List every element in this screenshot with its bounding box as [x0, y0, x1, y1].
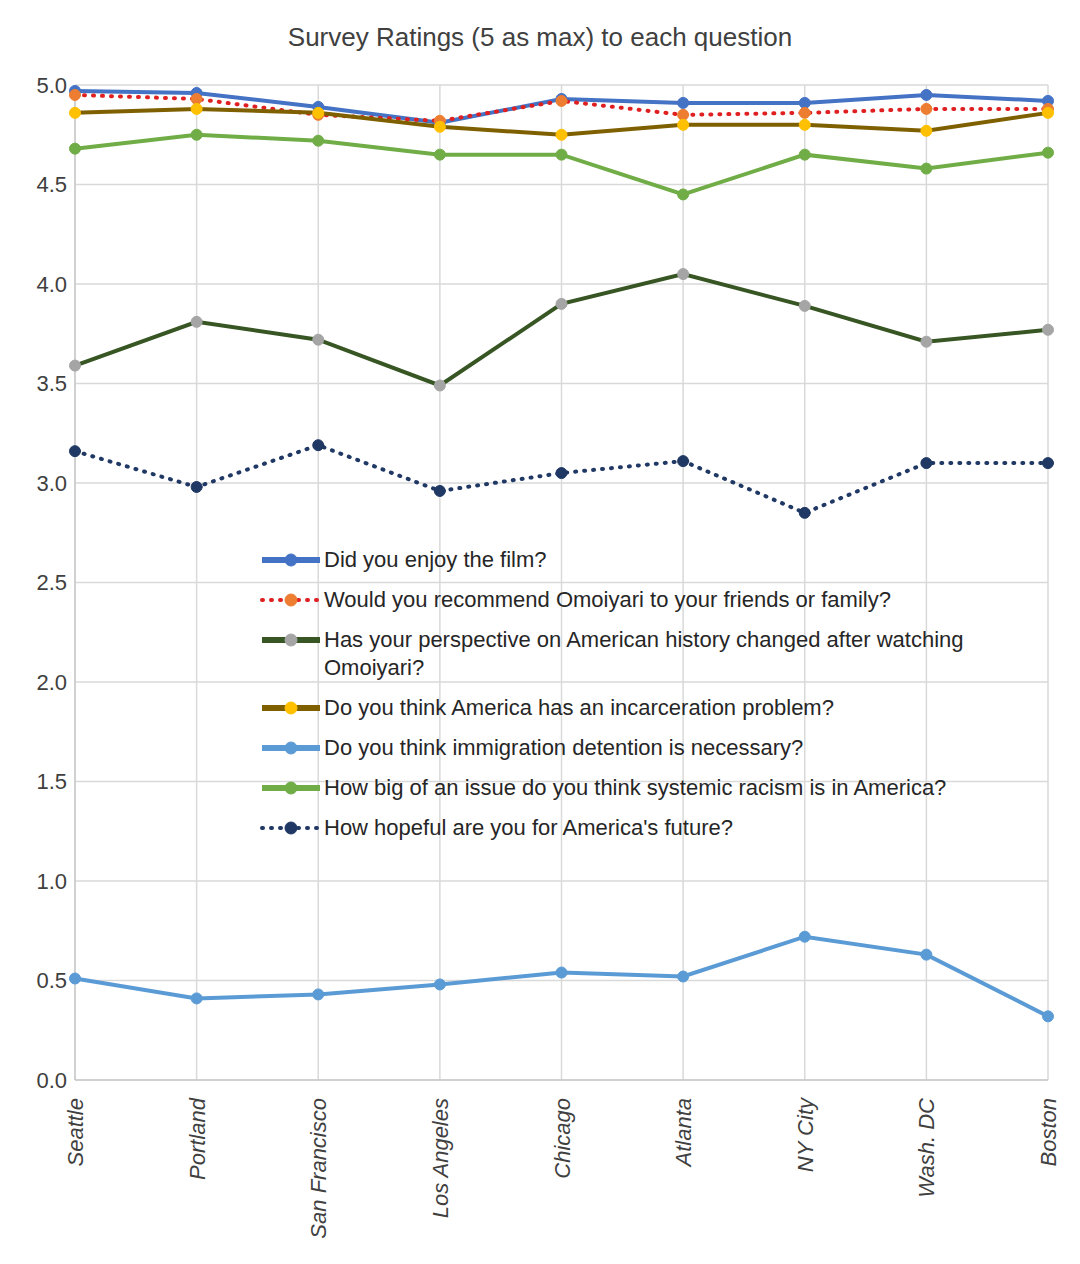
svg-text:Portland: Portland: [185, 1097, 210, 1180]
svg-text:Los Angeles: Los Angeles: [428, 1098, 453, 1218]
html-text:How big of an issue do you thi: How big of an issue do you think systemi…: [324, 775, 947, 800]
svg-text:3.5: 3.5: [36, 371, 67, 396]
svg-text:3.0: 3.0: [36, 471, 67, 496]
svg-text:2.0: 2.0: [36, 670, 67, 695]
html-text:Would you recommend Omoiyari t: Would you recommend Omoiyari to your fri…: [324, 587, 891, 612]
html-text:Survey Ratings (5 as max) to e: Survey Ratings (5 as max) to each questi…: [287, 22, 793, 52]
svg-text:San Francisco: San Francisco: [306, 1098, 331, 1239]
svg-text:5.0: 5.0: [36, 73, 67, 98]
html-text:Do you think America has an in: Do you think America has an incarceratio…: [324, 695, 834, 720]
svg-text:1.0: 1.0: [36, 869, 67, 894]
svg-text:0.0: 0.0: [36, 1068, 67, 1093]
svg-text:2.5: 2.5: [36, 570, 67, 595]
html-text:Do you think immigration deten: Do you think immigration detention is ne…: [324, 735, 804, 760]
svg-text:Wash. DC: Wash. DC: [914, 1098, 939, 1198]
svg-text:4.5: 4.5: [36, 172, 67, 197]
svg-text:4.0: 4.0: [36, 272, 67, 297]
svg-text:Atlanta: Atlanta: [671, 1098, 696, 1169]
html-text:How hopeful are you for Americ: How hopeful are you for America's future…: [324, 815, 733, 840]
html-text:Did you enjoy the film?: Did you enjoy the film?: [324, 547, 547, 572]
svg-text:0.5: 0.5: [36, 968, 67, 993]
svg-text:Boston: Boston: [1036, 1098, 1061, 1167]
html-text:Has your perspective on Americ: Has your perspective on American history…: [324, 627, 964, 680]
svg-text:Seattle: Seattle: [63, 1098, 88, 1167]
svg-text:Chicago: Chicago: [550, 1098, 575, 1179]
svg-text:1.5: 1.5: [36, 769, 67, 794]
svg-text:NY City: NY City: [793, 1096, 818, 1172]
